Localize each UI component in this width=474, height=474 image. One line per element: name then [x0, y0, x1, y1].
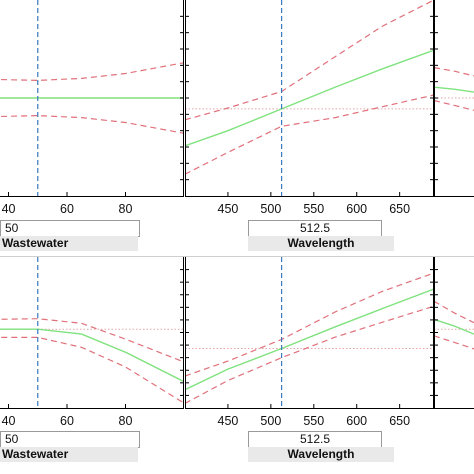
- wastewater-factor-button-2[interactable]: Wastewater: [0, 447, 138, 462]
- x-tick-label: 450: [218, 202, 239, 216]
- x-tick-label: 600: [346, 202, 367, 216]
- x-tick-label: 60: [60, 202, 74, 216]
- upper-bound-line: [0, 62, 184, 82]
- row-divider: [0, 256, 474, 257]
- x-tick-label: 650: [389, 202, 410, 216]
- x-tick-label: 60: [60, 414, 74, 428]
- x-tick-label: 40: [2, 202, 16, 216]
- panel-row2-partial-right: [434, 257, 474, 409]
- prediction-line: [185, 49, 434, 147]
- wavelength-value-input-2[interactable]: 512.5: [248, 431, 382, 448]
- wavelength-value-input[interactable]: 512.5: [248, 220, 382, 237]
- panel-row1-wastewater: 40 60 80: [0, 0, 184, 216]
- upper-bound-line: [434, 300, 474, 324]
- x-tick-label: 450: [218, 414, 239, 428]
- upper-bound-line: [0, 318, 184, 363]
- panel-row1-wavelength: 450 500 550 600 650: [185, 0, 434, 216]
- wavelength-factor-button[interactable]: Wavelength: [248, 236, 394, 251]
- lower-bound-line: [0, 114, 184, 134]
- x-tick-label: 600: [346, 414, 367, 428]
- plot-area: [434, 300, 474, 350]
- lower-bound-line: [0, 336, 184, 404]
- lower-bound-line: [434, 99, 474, 111]
- x-tick-label: 80: [119, 202, 133, 216]
- wastewater-factor-button[interactable]: Wastewater: [0, 236, 138, 251]
- lower-bound-line: [185, 94, 434, 175]
- prediction-line: [434, 86, 474, 93]
- lower-bound-line: [185, 305, 434, 404]
- plot-area: [185, 0, 434, 196]
- plot-area: [434, 67, 474, 111]
- x-tick-label: 40: [2, 414, 16, 428]
- prediction-line: [434, 318, 474, 335]
- upper-bound-line: [185, 272, 434, 377]
- prediction-line: [185, 288, 434, 391]
- x-tick-label: 550: [303, 202, 324, 216]
- lower-bound-line: [434, 335, 474, 350]
- x-tick-label: 500: [260, 202, 281, 216]
- plot-area: [0, 0, 184, 196]
- wastewater-value-input[interactable]: 50: [0, 220, 140, 237]
- prediction-line: [0, 328, 184, 383]
- x-tick-label: 80: [119, 414, 133, 428]
- wavelength-factor-button-2[interactable]: Wavelength: [248, 447, 394, 462]
- upper-bound-line: [434, 67, 474, 77]
- x-tick-label: 550: [303, 414, 324, 428]
- x-tick-label: 500: [260, 414, 281, 428]
- wastewater-value-input-2[interactable]: 50: [0, 431, 140, 448]
- panel-row2-wavelength: 450 500 550 600 650: [185, 257, 434, 428]
- plot-area: [185, 257, 434, 408]
- panel-row1-partial-right: [434, 0, 474, 197]
- panel-row2-wastewater: 40 60 80: [0, 257, 184, 428]
- x-tick-label: 650: [389, 414, 410, 428]
- upper-bound-line: [185, 0, 434, 121]
- plot-area: [0, 257, 184, 408]
